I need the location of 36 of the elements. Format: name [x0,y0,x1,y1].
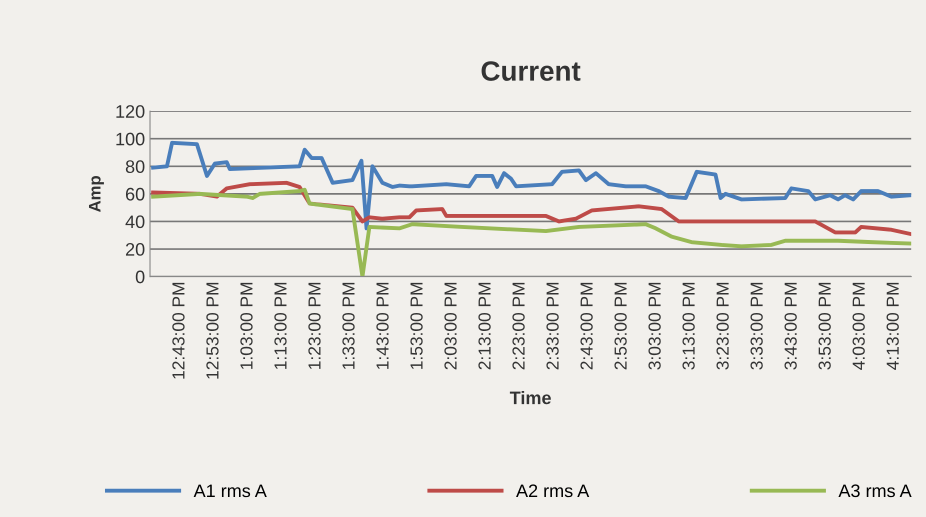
x-tick-label: 3:33:00 PM [750,282,763,370]
x-tick-label: 2:23:00 PM [512,282,525,370]
y-tick-label: 60 [126,188,144,201]
x-tick-label: 3:23:00 PM [716,282,729,370]
x-tick-label: 3:43:00 PM [784,282,797,370]
y-axis-title: Amp [88,176,104,212]
x-tick-label: 1:43:00 PM [376,282,389,369]
x-tick-label: 2:13:00 PM [478,282,491,370]
x-tick-label: 2:03:00 PM [444,282,457,370]
y-tick-label: 0 [136,270,144,284]
legend-label: A2 rms A [516,484,590,498]
y-tick-label: 100 [116,132,144,146]
x-axis-title: Time [510,391,551,404]
x-tick-label: 4:03:00 PM [852,282,865,370]
x-tick-label: 1:33:00 PM [342,282,355,369]
chart-title: Current [482,61,580,81]
x-tick-label: 2:53:00 PM [614,282,627,370]
x-tick-label: 3:53:00 PM [818,282,831,370]
x-tick-label: 3:13:00 PM [682,282,695,370]
x-tick-label: 12:53:00 PM [206,282,219,379]
line-series [151,140,912,230]
x-tick-label: 1:13:00 PM [274,282,287,369]
legend-label: A1 rms A [194,484,267,498]
x-tick-label: 12:43:00 PM [172,282,185,379]
y-tick-label: 80 [126,160,144,174]
y-tick-label: 20 [126,242,144,256]
x-tick-label: 1:03:00 PM [240,282,253,369]
x-tick-label: 2:43:00 PM [580,282,593,370]
legend-label: A3 rms A [838,484,912,498]
x-tick-label: 1:23:00 PM [308,282,321,369]
x-tick-label: 1:53:00 PM [410,282,423,369]
y-tick-label: 120 [116,105,144,118]
y-tick-label: 40 [125,215,144,228]
x-tick-label: 3:03:00 PM [648,282,661,370]
x-tick-label: 2:33:00 PM [546,282,559,370]
x-tick-label: 4:13:00 PM [886,282,899,370]
